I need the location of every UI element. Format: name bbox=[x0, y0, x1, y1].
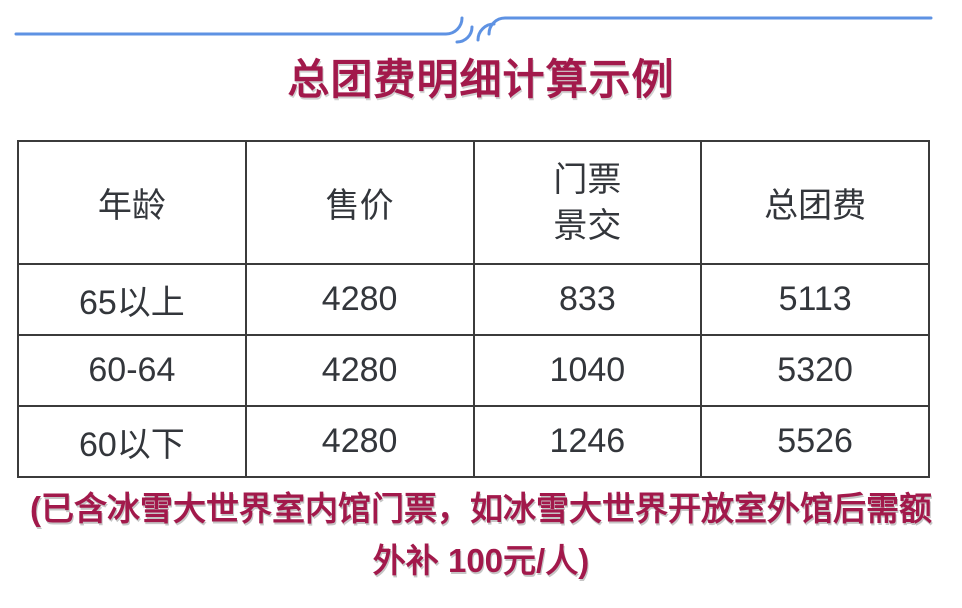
header-row: 年龄 售价 门票 景交 总团费 bbox=[17, 140, 930, 265]
cell-price: 4280 bbox=[244, 334, 475, 407]
cell-price: 4280 bbox=[244, 263, 475, 336]
col-header-ticket-line1: 门票 bbox=[553, 160, 622, 199]
footnote: (已含冰雪大世界室内馆门票，如冰雪大世界开放室外馆后需额 外补 100元/人) bbox=[0, 483, 962, 587]
col-header-total: 总团费 bbox=[700, 140, 930, 265]
page-title: 总团费明细计算示例 bbox=[287, 56, 675, 103]
divider-flourish-icon bbox=[14, 16, 933, 44]
cell-total: 5113 bbox=[700, 263, 930, 336]
footnote-line2: 外补 100元/人) bbox=[372, 542, 590, 579]
cell-ticket: 1040 bbox=[472, 334, 703, 407]
cell-ticket: 1246 bbox=[472, 405, 703, 478]
cell-total: 5526 bbox=[700, 405, 930, 478]
cell-age: 65以上 bbox=[17, 263, 247, 336]
cell-age: 60以下 bbox=[17, 405, 247, 478]
table-row-under60: 60以下 4280 1246 5526 bbox=[17, 405, 930, 478]
cell-age: 60-64 bbox=[17, 334, 247, 407]
top-divider bbox=[14, 16, 933, 44]
footnote-line1: (已含冰雪大世界室内馆门票，如冰雪大世界开放室外馆后需额 bbox=[30, 490, 932, 527]
col-header-ticket: 门票 景交 bbox=[472, 140, 703, 265]
table-row-65plus: 65以上 4280 833 5113 bbox=[17, 263, 930, 336]
pricing-table: 年龄 售价 门票 景交 总团费 65以上 4280 833 5113 60-64… bbox=[17, 140, 930, 478]
cell-price: 4280 bbox=[244, 405, 475, 478]
col-header-age: 年龄 bbox=[17, 140, 247, 265]
table-row-60-64: 60-64 4280 1040 5320 bbox=[17, 334, 930, 407]
cell-ticket: 833 bbox=[472, 263, 703, 336]
col-header-ticket-line2: 景交 bbox=[553, 206, 622, 245]
cell-total: 5320 bbox=[700, 334, 930, 407]
col-header-price: 售价 bbox=[244, 140, 475, 265]
